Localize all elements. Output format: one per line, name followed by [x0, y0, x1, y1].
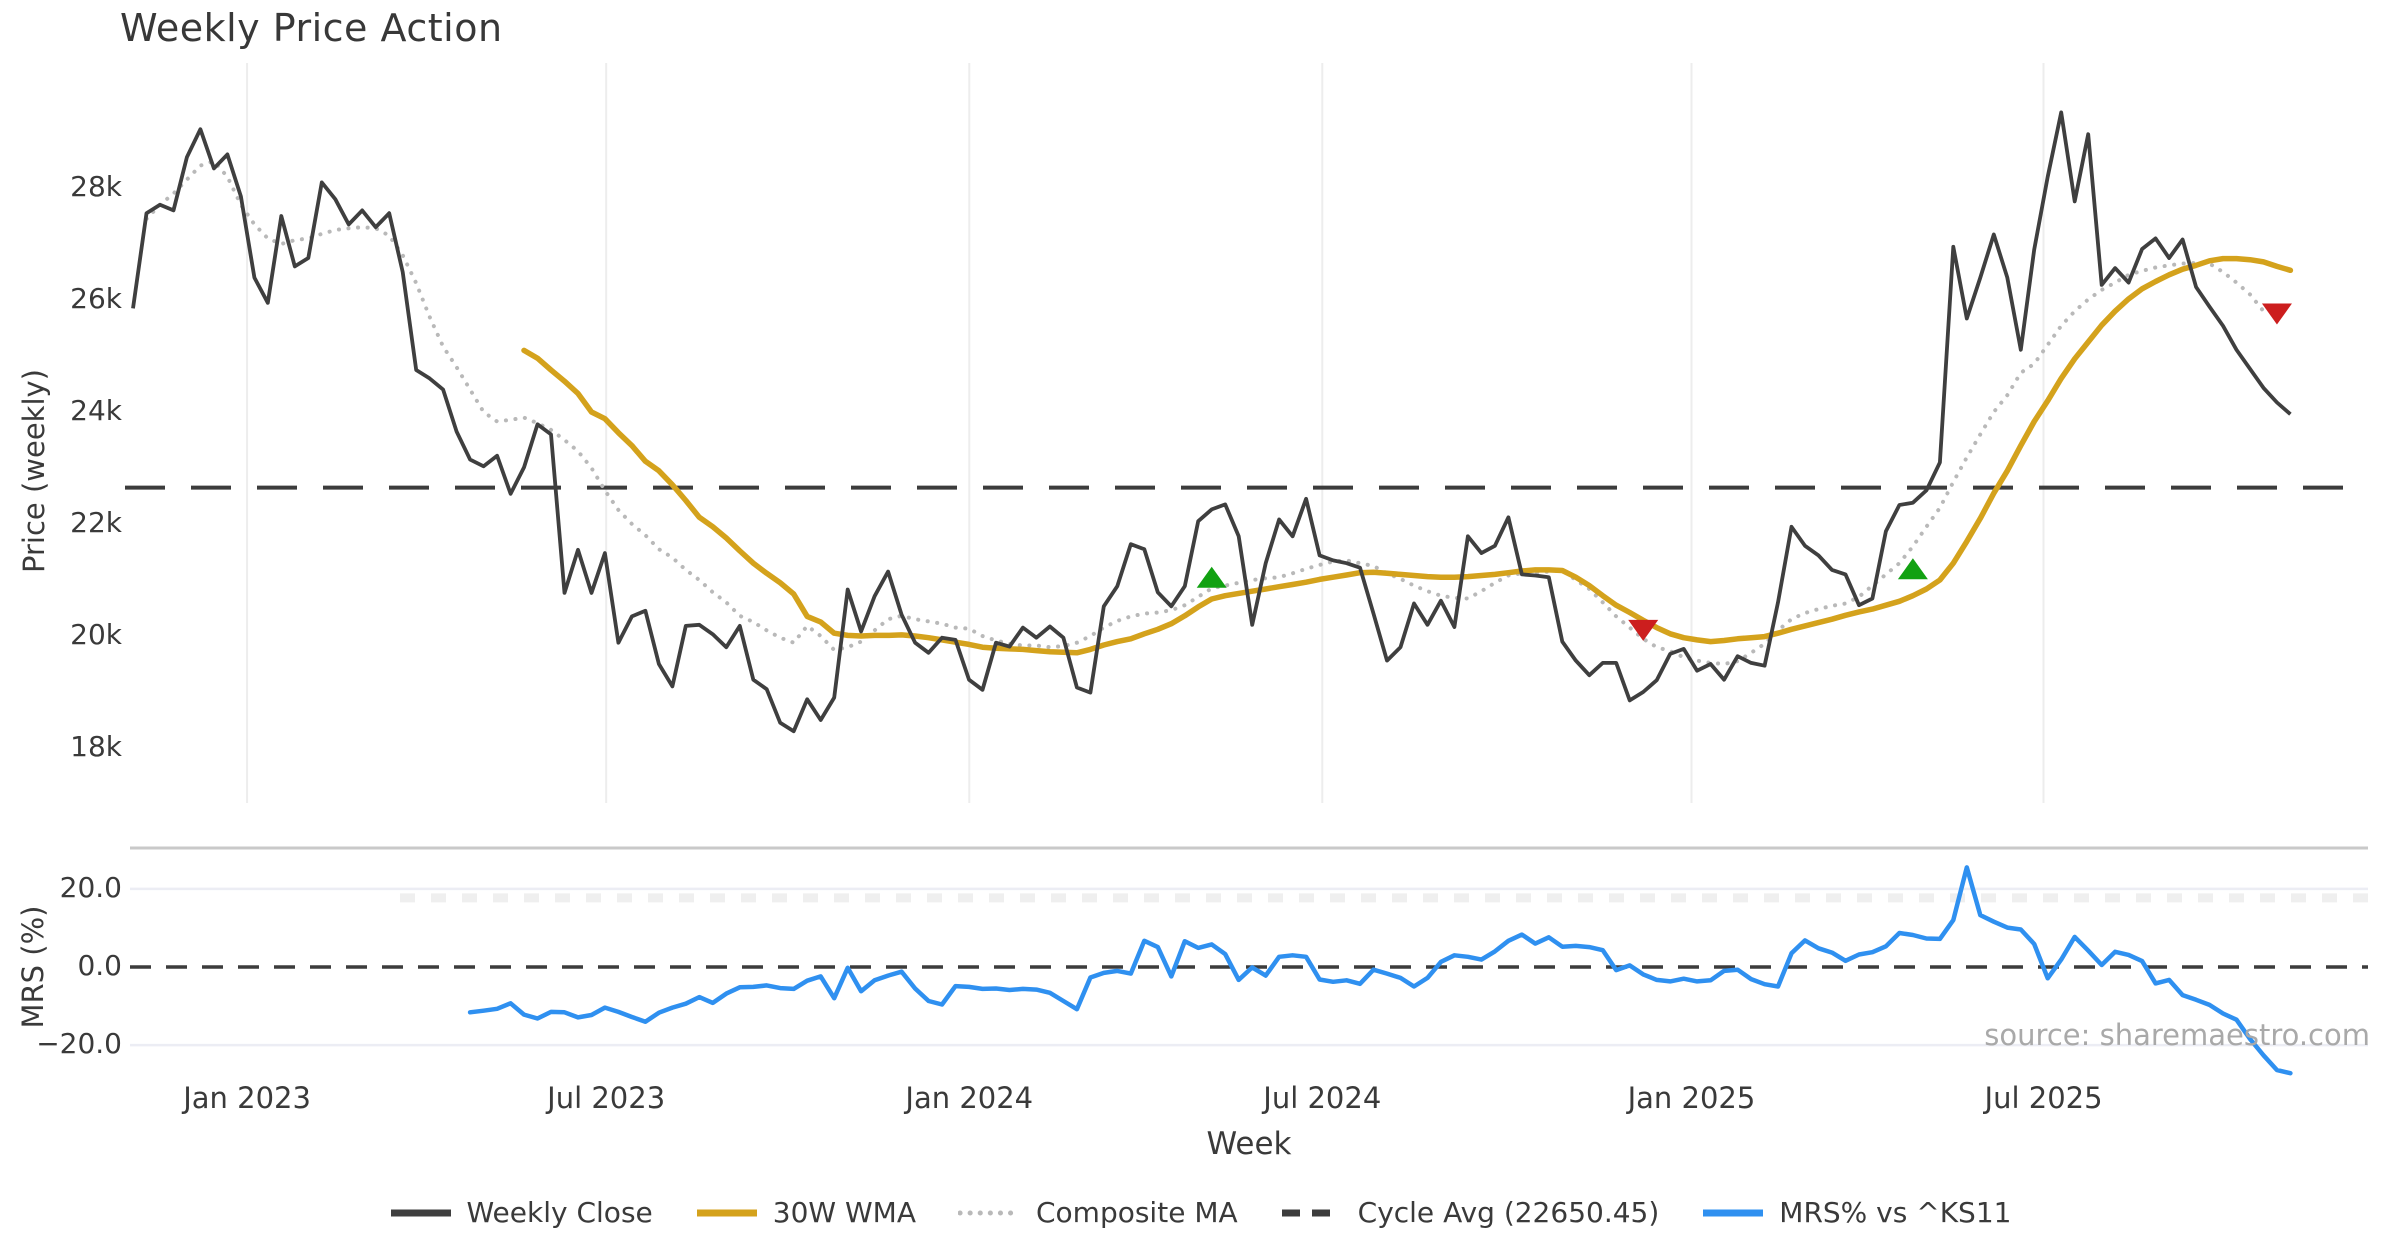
x-tick-label: Jan 2024 [903, 1081, 1033, 1115]
mrs-axis-title: MRS (%) [16, 905, 50, 1029]
mrs-tick-label: 20.0 [60, 871, 122, 904]
x-axis-title: Week [1206, 1126, 1292, 1162]
x-tick-label: Jan 2023 [181, 1081, 311, 1115]
sell-signal-marker [1628, 619, 1659, 641]
price-tick-label: 28k [70, 170, 123, 203]
legend-item-mrs-vs-ks11: MRS% vs ^KS11 [1701, 1196, 2011, 1229]
legend: Weekly Close 30W WMA Composite MA Cycle Avg… [0, 1196, 2400, 1229]
legend-swatch-solid [1703, 1209, 1764, 1216]
x-tick-label: Jul 2023 [545, 1081, 665, 1115]
mrs-line [467, 865, 2293, 1076]
legend-swatch-dotted [957, 1210, 1022, 1215]
source-watermark: source: sharemaestro.com [1984, 1018, 2370, 1052]
legend-swatch-solid [390, 1209, 451, 1216]
close-line [131, 110, 2292, 734]
price-tick-label: 18k [70, 730, 123, 763]
buy-signal-marker [1897, 558, 1928, 580]
legend-item-composite-ma: Composite MA [957, 1196, 1238, 1229]
legend-item-weekly-close: Weekly Close [389, 1196, 653, 1229]
legend-swatch-solid [696, 1209, 757, 1216]
x-tick-label: Jul 2025 [1983, 1081, 2103, 1115]
legend-swatch-dashed [1281, 1209, 1342, 1216]
legend-label: Composite MA [1035, 1196, 1238, 1229]
price-axis-title: Price (weekly) [17, 369, 51, 574]
x-tick-label: Jan 2025 [1626, 1081, 1756, 1115]
x-tick-label: Jul 2024 [1261, 1081, 1381, 1115]
buy-signal-marker [1196, 566, 1227, 588]
legend-label: Weekly Close [466, 1196, 653, 1229]
legend-label: MRS% vs ^KS11 [1779, 1196, 2012, 1229]
legend-label: 30W WMA [772, 1196, 916, 1229]
composite-ma-line [144, 158, 2266, 667]
price-tick-label: 24k [70, 394, 123, 427]
price-tick-label: 20k [70, 618, 123, 651]
chart-title: Weekly Price Action [120, 6, 503, 50]
wma-line [521, 255, 2294, 656]
legend-item-30w-wma: 30W WMA [695, 1196, 916, 1229]
mrs-tick-label: −20.0 [36, 1027, 122, 1060]
legend-item-cycle-avg-22650-45-: Cycle Avg (22650.45) [1280, 1196, 1660, 1229]
mrs-tick-label: 0.0 [77, 949, 122, 982]
price-tick-label: 26k [70, 282, 123, 315]
price-tick-label: 22k [70, 506, 123, 539]
legend-label: Cycle Avg (22650.45) [1357, 1196, 1660, 1229]
sell-signal-marker [2261, 303, 2292, 325]
